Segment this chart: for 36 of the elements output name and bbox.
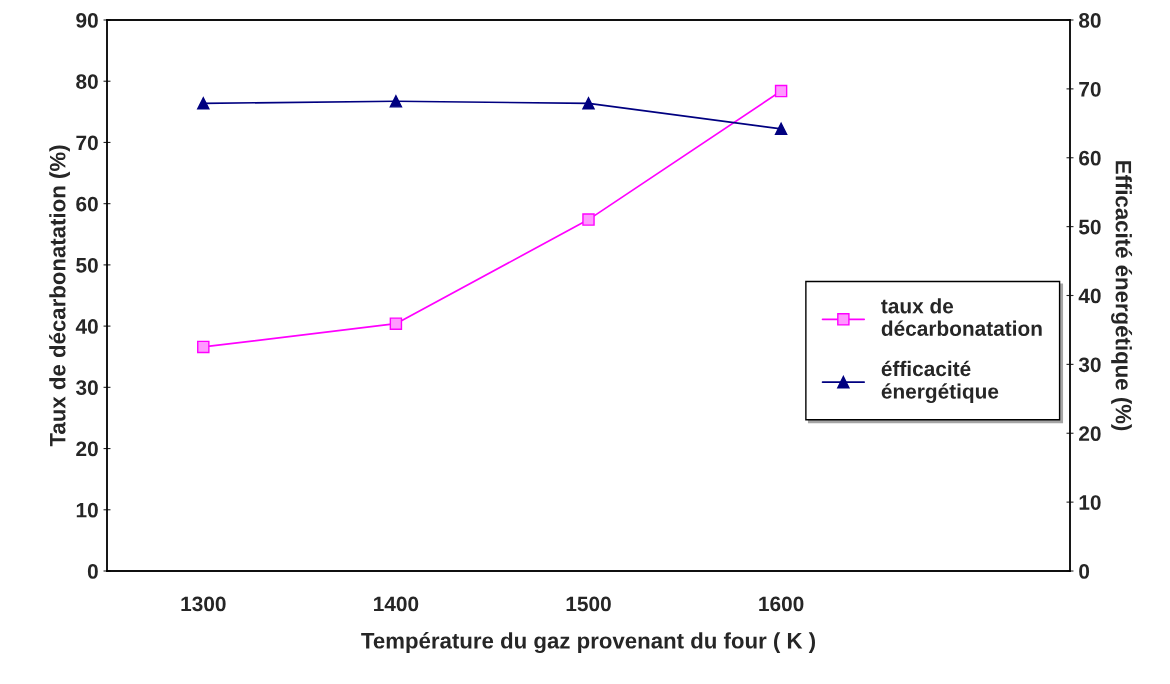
y2-axis-title: Efficacité énergétique (%) — [1111, 161, 1133, 431]
y2-tick-label: 70 — [1079, 81, 1101, 97]
y2-tick-label: 20 — [1079, 426, 1101, 441]
y-tick-label: 50 — [76, 257, 98, 273]
y-axis-title: Taux de décarbonatation (%) — [49, 145, 70, 447]
y2-tick-label: 80 — [1078, 13, 1101, 28]
x-tick-label: 1600 — [759, 596, 804, 612]
point — [582, 97, 595, 110]
y-tick-label: 80 — [76, 74, 98, 89]
y-tick-label: 70 — [76, 135, 98, 151]
legend-label: taux de décarbonatation — [881, 298, 1042, 336]
legend-label: éfficacité énergétique — [881, 360, 999, 404]
y-tick-label: 10 — [76, 502, 98, 518]
x-axis-title: Température du gaz provenant du four ( K ) — [361, 632, 815, 654]
y2-tick-label: 50 — [1078, 219, 1101, 235]
point — [197, 340, 210, 354]
y2-tick-label: 40 — [1078, 288, 1101, 304]
y2-tick-label: 30 — [1078, 357, 1101, 373]
y-tick-label: 60 — [76, 196, 98, 212]
point — [389, 95, 403, 108]
y2-tick-label: 10 — [1079, 495, 1101, 510]
y-tick-label: 20 — [76, 441, 98, 457]
y-tick-label: 30 — [75, 380, 98, 396]
y-tick-label: 40 — [75, 319, 98, 334]
point — [774, 122, 788, 136]
x-tick-label: 1400 — [374, 596, 419, 612]
y-tick-label: 90 — [76, 13, 98, 28]
y-tick-label: 0 — [87, 564, 98, 579]
point — [389, 317, 403, 330]
y2-tick-label: 0 — [1079, 564, 1090, 579]
y2-tick-label: 60 — [1079, 150, 1101, 166]
x-tick-label: 1500 — [566, 596, 611, 612]
point — [197, 97, 210, 110]
point — [582, 213, 595, 226]
x-tick-label: 1300 — [181, 596, 226, 612]
point — [774, 84, 788, 98]
